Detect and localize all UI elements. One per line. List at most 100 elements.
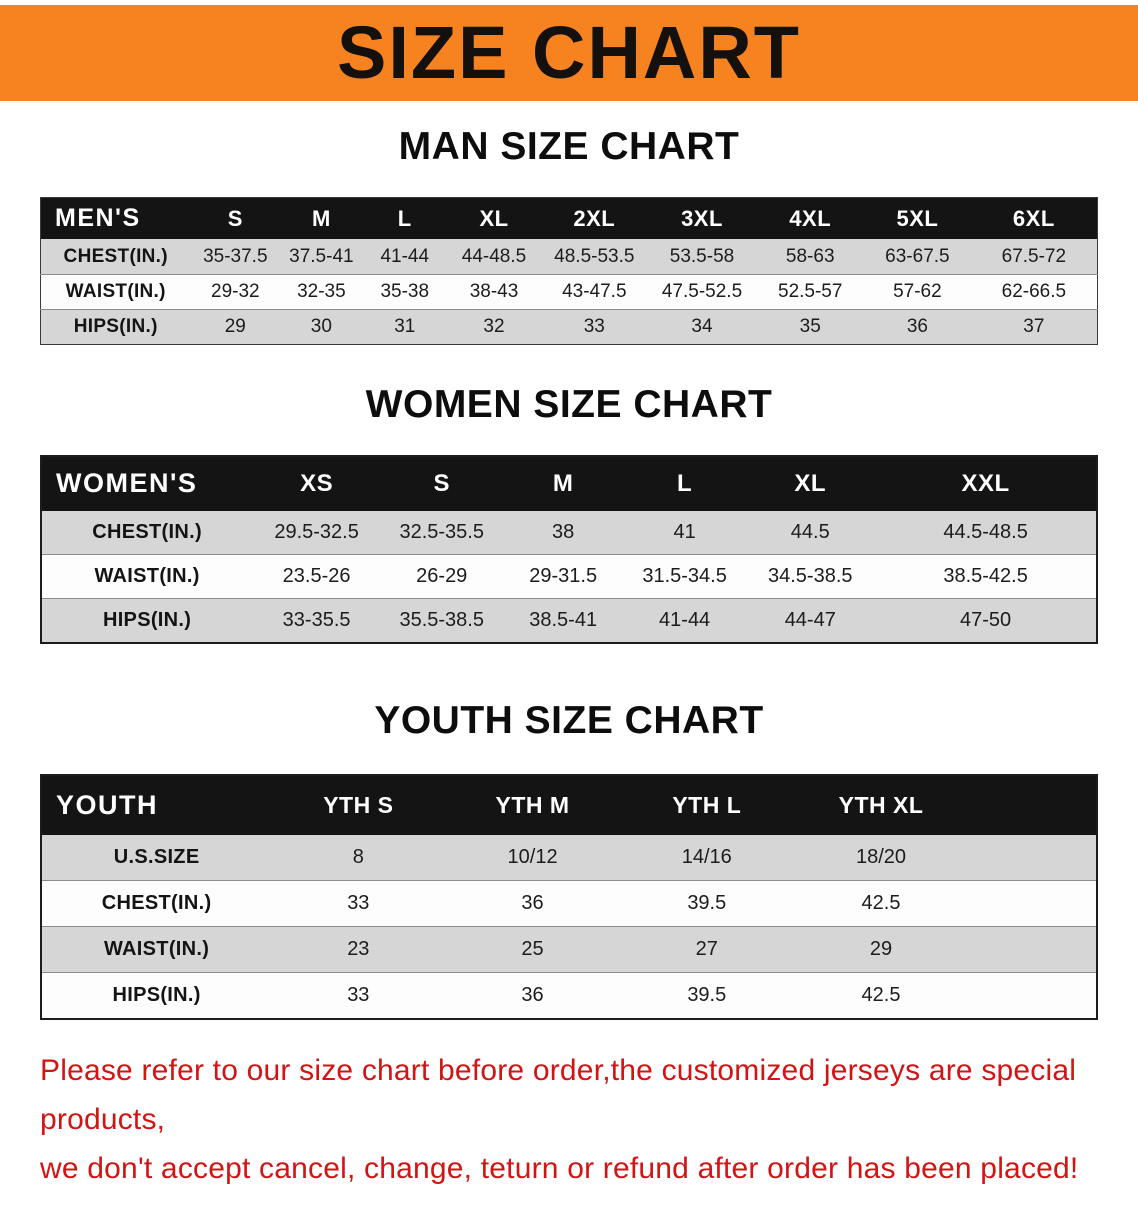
size-value-cell: 67.5-72 <box>1001 245 1067 267</box>
section-youth-size-chart: YOUTH SIZE CHART YOUTH YTH S YTH M YTH L YTH… <box>0 699 1138 1020</box>
table-header-row: YOUTH YTH S YTH M YTH L YTH XL <box>41 774 1097 835</box>
size-value-cell: 29 <box>869 938 893 961</box>
size-value-cell: 26-29 <box>416 565 468 588</box>
size-value-cell: 42.5 <box>861 983 901 1006</box>
row-label: WAIST(IN.) <box>65 280 166 302</box>
size-value-cell: 37.5-41 <box>289 245 354 267</box>
size-value-cell: 44.5-48.5 <box>943 520 1028 543</box>
row-label: CHEST(IN.) <box>63 245 168 267</box>
row-label: HIPS(IN.) <box>102 608 192 631</box>
row-label: U.S.SIZE <box>113 845 200 868</box>
size-column-header: YTH XL <box>838 791 924 818</box>
size-value-cell: 35.5-38.5 <box>399 608 484 631</box>
size-value-cell: 35-37.5 <box>203 245 268 267</box>
size-value-cell: 29-32 <box>211 280 260 302</box>
size-value-cell: 44.5 <box>790 520 830 543</box>
size-value-cell: 14/16 <box>681 845 732 868</box>
size-value-cell: 62-66.5 <box>1001 280 1067 302</box>
men-size-table: MEN'S S M L XL 2XL 3XL 4XL 5XL 6XL CHEST(IN.) 35-37… <box>40 196 1098 345</box>
size-column-header: 4XL <box>789 205 832 231</box>
size-column-header: XL <box>479 205 509 231</box>
table-row: U.S.SIZE 8 10/12 14/16 18/20 <box>41 834 1097 881</box>
size-value-cell: 38.5-42.5 <box>943 565 1028 588</box>
table-header-row: MEN'S S M L XL 2XL 3XL 4XL 5XL 6XL <box>40 197 1098 240</box>
size-value-cell: 57-62 <box>893 280 942 302</box>
table-row: WAIST(IN.) 23.5-26 26-29 29-31.5 31.5-34.5 34… <box>41 554 1097 599</box>
size-value-cell: 36 <box>906 315 928 337</box>
size-value-cell: 8 <box>352 845 364 868</box>
table-row: CHEST(IN.) 29.5-32.5 32.5-35.5 38 41 44.5 44.5… <box>41 510 1097 555</box>
size-value-cell: 41 <box>673 520 696 543</box>
size-value-cell: 36 <box>521 892 544 915</box>
size-column-header: L <box>397 205 412 231</box>
size-column-header: 2XL <box>573 205 616 231</box>
women-size-table: WOMEN'S XS S M L XL XXL CHEST(IN.) 29.5-32.5 32.5… <box>40 454 1098 644</box>
women-section-heading: WOMEN SIZE CHART <box>365 382 773 426</box>
size-value-cell: 43-47.5 <box>562 280 627 302</box>
size-value-cell: 52.5-57 <box>778 280 843 302</box>
size-value-cell: 29.5-32.5 <box>274 520 359 543</box>
size-column-header: YTH L <box>672 791 742 818</box>
size-value-cell: 37 <box>1023 315 1045 337</box>
size-column-header: 5XL <box>896 205 939 231</box>
size-value-cell: 38 <box>552 520 575 543</box>
table-row: CHEST(IN.) 35-37.5 37.5-41 41-44 44-48.5 48.5… <box>40 239 1098 275</box>
row-label: HIPS(IN.) <box>112 983 201 1006</box>
spacer-cell <box>968 835 1097 881</box>
size-value-cell: 35 <box>799 315 821 337</box>
size-value-cell: 39.5 <box>687 983 727 1006</box>
size-chart-page: SIZE CHART MAN SIZE CHART MEN'S S M L XL 2XL 3… <box>0 5 1138 1193</box>
size-value-cell: 39.5 <box>687 892 727 915</box>
size-column-header: YTH S <box>323 791 394 818</box>
size-value-cell: 53.5-58 <box>669 245 735 267</box>
table-corner-label: MEN'S <box>55 204 141 233</box>
spacer-cell <box>968 881 1097 927</box>
size-value-cell: 38.5-41 <box>529 608 598 631</box>
size-value-cell: 58-63 <box>785 245 835 267</box>
size-value-cell: 32 <box>483 315 505 337</box>
size-value-cell: 32.5-35.5 <box>399 520 484 543</box>
size-value-cell: 44-47 <box>784 608 836 631</box>
size-value-cell: 31 <box>394 315 416 337</box>
notice-line-1: Please refer to our size chart before or… <box>40 1053 1077 1136</box>
table-row: HIPS(IN.) 33-35.5 35.5-38.5 38.5-41 41-44 44-… <box>41 598 1097 643</box>
size-value-cell: 41-44 <box>380 245 430 267</box>
size-column-header: L <box>677 469 693 497</box>
size-value-cell: 31.5-34.5 <box>642 565 727 588</box>
table-row: WAIST(IN.) 23 25 27 29 <box>41 926 1097 973</box>
size-column-header: M <box>552 469 574 497</box>
spacer-cell <box>968 973 1097 1019</box>
row-label: HIPS(IN.) <box>73 315 158 337</box>
size-value-cell: 33 <box>583 315 605 337</box>
size-value-cell: 33 <box>347 983 370 1006</box>
row-label: WAIST(IN.) <box>94 565 200 588</box>
size-value-cell: 47.5-52.5 <box>661 280 743 302</box>
row-label: CHEST(IN.) <box>92 520 202 543</box>
size-column-header: 6XL <box>1012 205 1055 231</box>
table-row: CHEST(IN.) 33 36 39.5 42.5 <box>41 880 1097 927</box>
size-column-header: XL <box>794 469 827 497</box>
size-value-cell: 34.5-38.5 <box>768 565 853 588</box>
size-column-header: 3XL <box>681 205 723 231</box>
size-column-header: S <box>433 469 450 497</box>
table-row: HIPS(IN.) 29 30 31 32 33 34 35 36 37 <box>40 309 1098 345</box>
men-section-heading: MAN SIZE CHART <box>398 125 740 168</box>
size-value-cell: 48.5-53.5 <box>554 245 635 267</box>
section-women-size-chart: WOMEN SIZE CHART WOMEN'S XS S M L XL XXL CHEST(… <box>0 383 1138 644</box>
row-label: CHEST(IN.) <box>101 892 212 915</box>
size-value-cell: 35-38 <box>380 280 430 302</box>
spacer-cell <box>968 927 1097 973</box>
size-column-header: XXL <box>961 469 1010 497</box>
notice-line-2: we don't accept cancel, change, teturn o… <box>40 1151 1079 1185</box>
table-header-row: WOMEN'S XS S M L XL XXL <box>41 455 1097 511</box>
page-title: SIZE CHART <box>337 11 801 94</box>
section-men-size-chart: MAN SIZE CHART MEN'S S M L XL 2XL 3XL 4XL 5XL 6XL… <box>0 125 1138 345</box>
size-value-cell: 63-67.5 <box>885 245 950 267</box>
row-label: WAIST(IN.) <box>103 938 210 961</box>
size-value-cell: 29 <box>224 315 246 337</box>
size-value-cell: 36 <box>521 983 544 1006</box>
size-value-cell: 33-35.5 <box>282 608 351 631</box>
table-corner-label: YOUTH <box>56 789 158 820</box>
table-corner-label: WOMEN'S <box>56 468 198 499</box>
size-value-cell: 23 <box>347 938 370 961</box>
